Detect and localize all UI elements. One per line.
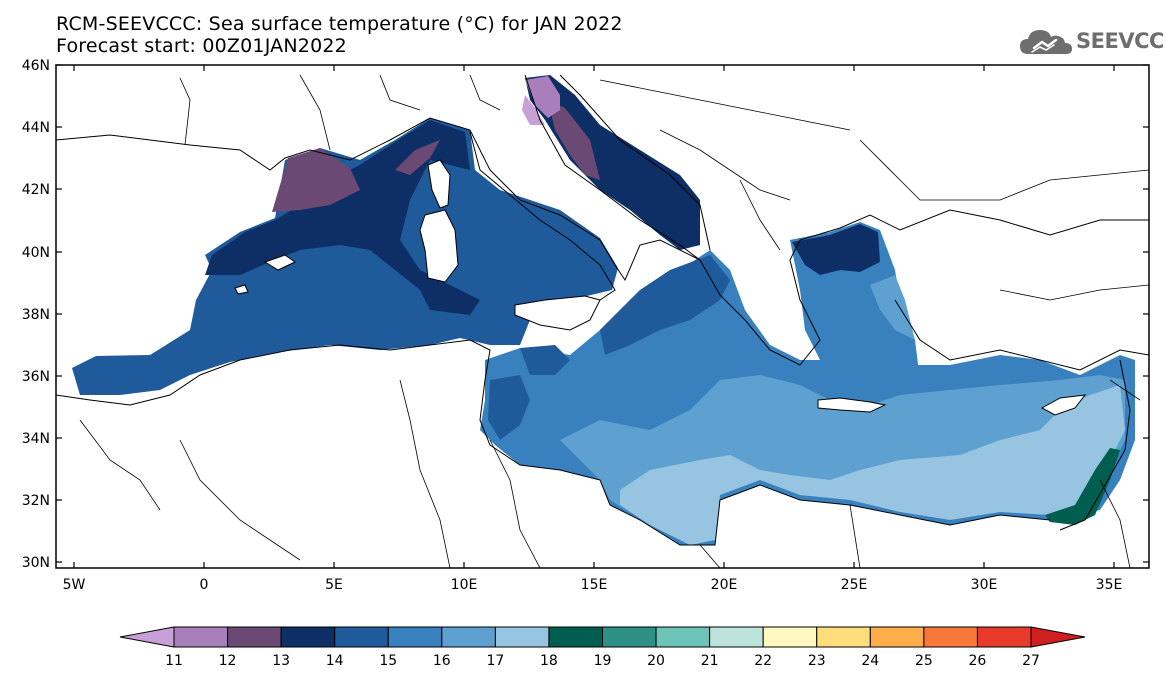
- sicily-island: [514, 295, 601, 331]
- lat-label: 30N: [22, 555, 50, 571]
- lat-label: 46N: [22, 58, 50, 74]
- sst-area-12-adriatic: [525, 76, 560, 118]
- latitude-labels: 46N 44N 42N 40N 38N 36N 34N 32N 30N: [22, 58, 50, 571]
- lon-label: 35E: [1096, 577, 1123, 593]
- lon-label: 20E: [711, 577, 738, 593]
- colorbar-cell: [494, 626, 550, 648]
- colorbar-cell: [602, 626, 657, 648]
- lat-label: 32N: [22, 493, 50, 509]
- sst-area-13-gulf-of-lion: [272, 148, 360, 212]
- colorbar-cell: [280, 626, 336, 648]
- colorbar-label: 22: [754, 653, 772, 669]
- balearic-islands: [263, 254, 296, 271]
- colorbar-cell: [387, 626, 443, 648]
- lon-label: 10E: [451, 577, 478, 593]
- colorbar-label: 17: [486, 653, 504, 669]
- lat-label: 38N: [22, 307, 50, 323]
- sardinia-island: [419, 209, 459, 283]
- colorbar-label: 26: [969, 653, 987, 669]
- colorbar-cell: [119, 626, 175, 648]
- colorbar-cell: [976, 626, 1032, 648]
- corsica-island: [427, 159, 451, 209]
- coastline-italy-west: [469, 131, 616, 301]
- coastline-north-africa: [56, 339, 1051, 546]
- colorbar-cell: [923, 626, 978, 648]
- sst-area-15-ionian: [600, 255, 730, 355]
- colorbar-label: 13: [272, 653, 290, 669]
- coastline-levant: [1059, 359, 1131, 531]
- lat-label: 40N: [22, 245, 50, 261]
- map-title: RCM-SEEVCCC: Sea surface temperature (°C…: [56, 13, 623, 35]
- colorbar-cell: [709, 626, 764, 648]
- colorbar-cell: [173, 626, 229, 648]
- colorbar-label: 11: [165, 653, 183, 669]
- lat-label: 36N: [22, 369, 50, 385]
- colorbar-label: 21: [701, 653, 719, 669]
- lon-label: 15E: [581, 577, 608, 593]
- lon-label: 0: [200, 577, 209, 593]
- colorbar-cell: [441, 626, 496, 648]
- lon-label: 5E: [325, 577, 343, 593]
- sst-area-13-adriatic: [548, 100, 600, 180]
- cloud-logo-icon: [1020, 30, 1072, 54]
- coastlines: [56, 74, 1149, 568]
- colorbar-label: 12: [219, 653, 237, 669]
- colorbar-label: 27: [1022, 653, 1040, 669]
- sst-area-west-med: [72, 118, 618, 395]
- colorbar-label: 24: [861, 653, 879, 669]
- colorbar-cell: [762, 626, 818, 648]
- colorbar-cell: [334, 626, 389, 648]
- colorbar-cell: [655, 626, 711, 648]
- sst-map: 46N 44N 42N 40N 38N 36N 34N 32N 30N 5W 0…: [22, 58, 1150, 593]
- colorbar-cell: [1030, 626, 1086, 648]
- sst-area-18-levantine: [620, 385, 1125, 545]
- colorbar-label: 23: [808, 653, 826, 669]
- border-lines: [79, 74, 1149, 568]
- colorbar-cell: [548, 626, 603, 648]
- colorbar-label: 20: [647, 653, 665, 669]
- colorbar-label: 15: [379, 653, 397, 669]
- longitude-labels: 5W 0 5E 10E 15E 20E 25E 30E 35E: [63, 577, 1123, 593]
- colorbar-label: 19: [594, 653, 612, 669]
- colorbar-label: 18: [540, 653, 558, 669]
- colorbar-label: 16: [433, 653, 451, 669]
- lon-label: 25E: [841, 577, 868, 593]
- lon-label: 30E: [971, 577, 998, 593]
- coastline-adriatic-east: [559, 74, 711, 251]
- coastline-italy-east: [524, 74, 701, 261]
- sst-area-14-north-aegean: [792, 224, 880, 275]
- land-masses: [234, 159, 1087, 416]
- colorbar-cell: [227, 626, 282, 648]
- colorbar-label: 14: [326, 653, 344, 669]
- crete-island: [817, 397, 887, 413]
- colorbar-cell: [816, 626, 871, 648]
- axis-ticks: [56, 64, 1149, 568]
- map-frame: [55, 64, 1150, 569]
- lat-label: 34N: [22, 431, 50, 447]
- seevccc-logo: SEEVCCC: [1018, 24, 1165, 60]
- logo-text: SEEVCCC: [1076, 29, 1165, 53]
- map-subtitle: Forecast start: 00Z01JAN2022: [56, 35, 347, 57]
- lon-label: 5W: [63, 577, 86, 593]
- cyprus-island: [1040, 394, 1087, 416]
- sst-area-19-levant-coast: [1045, 448, 1120, 525]
- colorbar-label: 25: [915, 653, 933, 669]
- lat-label: 42N: [22, 182, 50, 198]
- lat-label: 44N: [22, 120, 50, 136]
- coastline-europe-north: [56, 117, 1149, 366]
- colorbar-cell: [869, 626, 925, 648]
- sea-temperature-field: [72, 75, 1135, 545]
- coastline-turkey-south: [894, 299, 1149, 371]
